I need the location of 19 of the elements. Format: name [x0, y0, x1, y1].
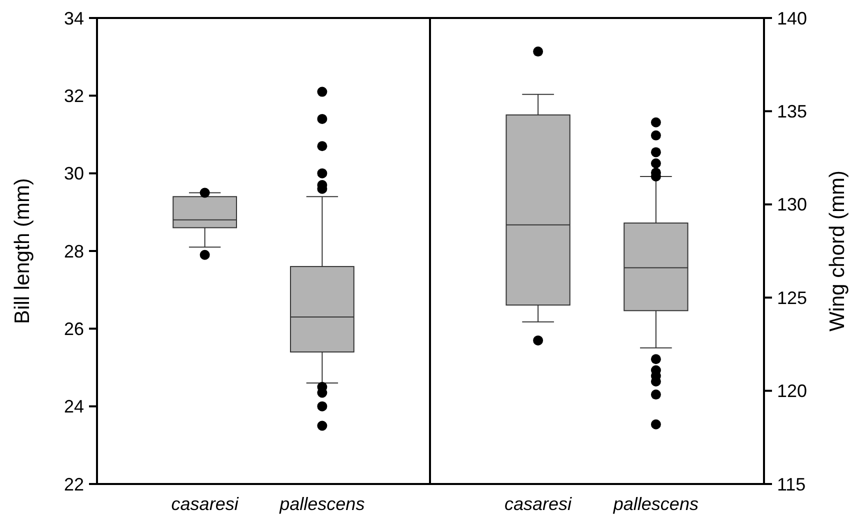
- y-tick-label: 32: [64, 86, 84, 106]
- x-tick-label: pallescens: [612, 494, 698, 514]
- y2-axis-title: Wing chord (mm): [826, 170, 849, 332]
- x-tick-label: pallescens: [278, 494, 365, 514]
- x-tick-label: casaresi: [171, 494, 240, 514]
- y-tick-label: 30: [64, 164, 84, 184]
- y2-tick-label: 125: [777, 288, 808, 308]
- y2-tick-label: 135: [777, 102, 808, 122]
- y-axis-title: Bill length (mm): [11, 178, 34, 324]
- y2-tick-label: 130: [777, 194, 808, 215]
- x-tick-label: casaresi: [504, 494, 573, 514]
- y2-tick-label: 115: [777, 474, 806, 494]
- y-tick-label: 24: [64, 396, 84, 417]
- y2-tick-label: 140: [777, 8, 808, 28]
- y-tick-label: 28: [64, 241, 84, 262]
- y-tick-label: 34: [64, 8, 84, 28]
- y-tick-label: 26: [64, 318, 84, 339]
- y2-tick-label: 120: [777, 381, 808, 402]
- y-tick-label: 22: [64, 474, 84, 494]
